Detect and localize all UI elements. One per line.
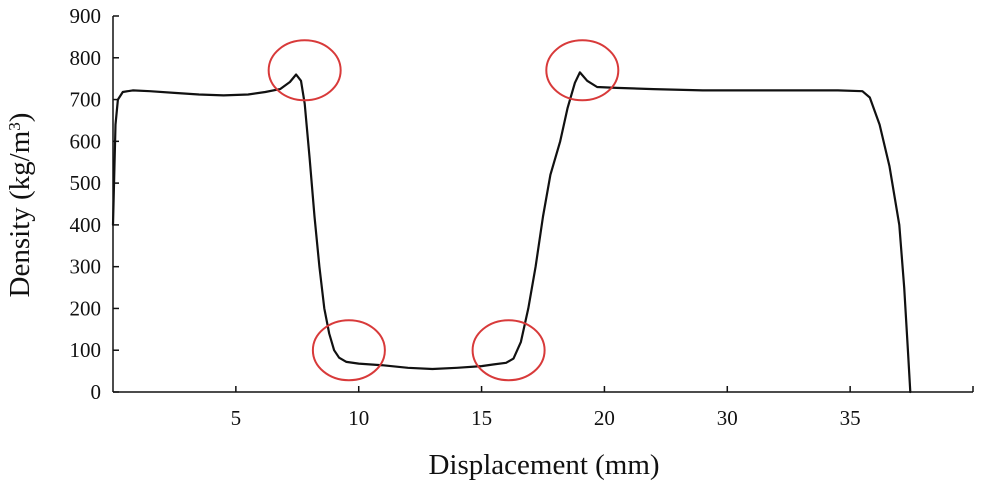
x-axis-title: Displacement (mm) <box>428 449 659 481</box>
x-tick-label: 35 <box>840 406 861 430</box>
x-tick-label: 20 <box>594 406 615 430</box>
highlight-circle <box>267 39 342 102</box>
y-tick-label: 800 <box>70 46 102 70</box>
y-tick-label: 0 <box>91 380 102 404</box>
y-tick-label: 300 <box>70 255 102 279</box>
y-tick-label: 200 <box>70 296 102 320</box>
x-tick-label: 5 <box>231 406 242 430</box>
highlight-circle <box>545 39 620 102</box>
y-tick-label: 700 <box>70 88 102 112</box>
x-tick-label: 15 <box>471 406 492 430</box>
y-tick-label: 900 <box>70 4 102 28</box>
y-axis-title-end: ) <box>4 113 36 123</box>
x-axis: 5 10 15 20 30 35 <box>113 386 974 430</box>
x-tick-label: 10 <box>348 406 369 430</box>
highlight-circle <box>311 319 386 382</box>
series-layer <box>111 71 912 394</box>
y-tick-label: 100 <box>70 338 102 362</box>
y-axis: 0 100 200 300 400 500 600 700 800 900 <box>70 4 119 404</box>
y-tick-label: 500 <box>70 171 102 195</box>
x-tick-label: 30 <box>717 406 738 430</box>
density-series-line <box>111 71 912 394</box>
y-axis-title: Density (kg/m3) <box>4 113 36 298</box>
y-axis-title-superscript: 3 <box>5 122 24 131</box>
y-tick-label: 600 <box>70 129 102 153</box>
highlight-circle <box>471 319 546 382</box>
annotation-layer <box>267 39 620 382</box>
y-axis-title-main: Density (kg/m <box>4 130 36 297</box>
y-tick-label: 400 <box>70 213 102 237</box>
